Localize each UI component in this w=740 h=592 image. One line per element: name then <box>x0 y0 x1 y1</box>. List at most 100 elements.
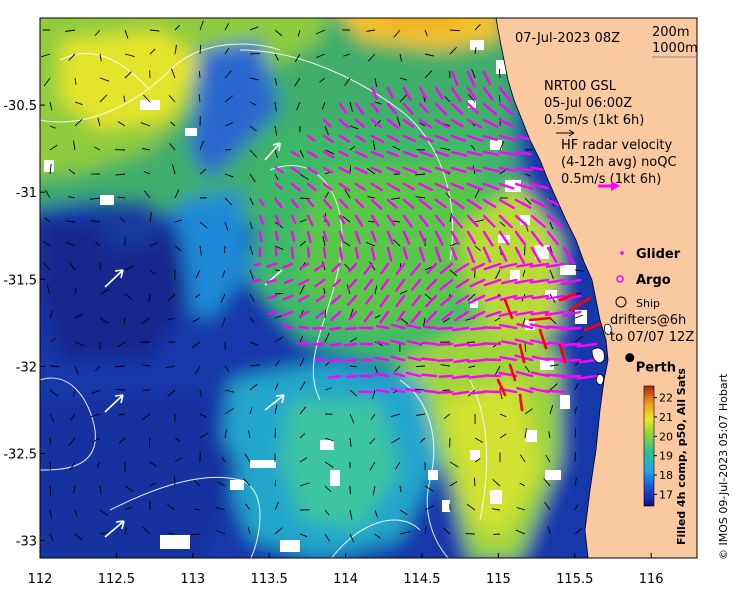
radar-vector <box>322 230 328 242</box>
drifter-track <box>558 292 577 302</box>
gsl-vector <box>49 310 53 319</box>
gsl-vector <box>167 503 176 511</box>
radar-vector <box>434 198 448 209</box>
gsl-vector <box>249 383 258 391</box>
radar-vector <box>514 214 528 227</box>
radar-vector <box>290 182 301 192</box>
gsl-vector <box>494 365 501 376</box>
plot-area <box>40 18 697 558</box>
gsl-vector <box>367 53 376 62</box>
radar-vector <box>499 262 518 269</box>
gsl-vector <box>148 437 151 448</box>
radar-vector <box>354 246 360 260</box>
radar-vector <box>451 326 470 332</box>
gsl-vector <box>399 290 408 295</box>
gsl-vector <box>393 239 401 247</box>
gsl-vector <box>43 77 51 87</box>
gsl-vector <box>224 221 229 231</box>
radar-vector <box>482 102 498 116</box>
gsl-vector <box>148 293 151 303</box>
radar-vector <box>281 310 294 317</box>
gsl-vector <box>199 432 209 439</box>
gsl-vector <box>324 309 327 319</box>
gsl-vector <box>90 220 101 223</box>
gsl-vector <box>118 437 126 444</box>
gsl-vector <box>349 413 355 424</box>
gsl-vector <box>118 413 126 416</box>
radar-vector <box>530 198 547 208</box>
gsl-vector <box>523 245 526 256</box>
radar-vector <box>529 387 550 394</box>
radar-vector <box>450 134 467 142</box>
gsl-vector <box>174 457 183 463</box>
radar-vector <box>386 134 400 143</box>
gsl-vector <box>274 125 278 136</box>
gsl-vector <box>249 407 253 415</box>
radar-vector <box>343 358 358 363</box>
gsl-vector <box>90 197 101 200</box>
radar-vector <box>439 262 454 275</box>
radar-vector <box>455 294 470 305</box>
radar-vector <box>396 310 406 322</box>
radar-vector <box>322 118 332 128</box>
coastline <box>495 18 609 558</box>
gsl-vector <box>221 456 226 463</box>
radar-vector <box>498 86 512 102</box>
gsl-vector <box>499 413 507 418</box>
radar-vector <box>354 102 365 115</box>
gsl-vector <box>124 526 128 535</box>
gsl-vector <box>424 505 434 511</box>
radar-vector <box>354 134 366 143</box>
gsl-vector <box>369 261 376 271</box>
radar-vector <box>516 386 534 394</box>
gsl-vector <box>94 365 101 372</box>
radar-vector <box>386 230 394 245</box>
gsl-vector <box>49 337 56 343</box>
radar-vector <box>252 262 262 267</box>
gsl-vector <box>199 245 202 256</box>
gsl-vector <box>366 29 376 32</box>
radar-vector <box>418 166 432 173</box>
radar-vector <box>265 278 278 284</box>
gsl-vector <box>467 293 476 301</box>
gsl-vector <box>324 533 331 542</box>
gsl-vector <box>515 529 526 535</box>
gsl-vector <box>49 485 52 496</box>
radar-vector <box>482 118 499 129</box>
gsl-vector <box>94 146 101 151</box>
gsl-vector <box>399 77 408 81</box>
gsl-vector <box>216 530 226 535</box>
gsl-vector <box>374 314 381 319</box>
radar-vector <box>395 262 406 275</box>
radar-vector <box>386 86 394 99</box>
gsl-vector <box>274 293 284 295</box>
drifter-track <box>583 322 602 332</box>
gsl-vector <box>274 101 277 112</box>
gsl-vector <box>198 94 201 103</box>
gsl-vector <box>244 453 251 463</box>
radar-line-2: (4-12h avg) noQC <box>561 155 677 170</box>
radar-vector <box>274 198 283 209</box>
gsl-vector <box>323 287 326 295</box>
radar-vector <box>328 358 342 363</box>
gsl-vector <box>144 190 151 199</box>
radar-vector <box>348 310 358 321</box>
radar-vector <box>402 118 415 128</box>
gsl-vector <box>68 53 76 61</box>
gsl-vector <box>190 533 201 536</box>
colorbar-title: Filled 4h comp, p50, All Sats <box>675 368 688 545</box>
gsl-vector <box>299 381 306 391</box>
gsl-vector <box>391 197 401 200</box>
gsl-vector <box>343 53 351 57</box>
gsl-vector <box>149 29 160 32</box>
radar-vector <box>450 70 459 86</box>
radar-vector <box>545 389 566 394</box>
gsl-vector <box>194 293 201 299</box>
gsl-vector <box>46 284 51 295</box>
radar-vector <box>338 198 349 209</box>
nrt-line-3: 0.5m/s (1kt 6h) <box>544 113 644 128</box>
perth-marker <box>625 353 635 363</box>
radar-vector <box>513 294 534 301</box>
gsl-vector <box>299 335 304 343</box>
gsl-vector <box>49 365 60 368</box>
